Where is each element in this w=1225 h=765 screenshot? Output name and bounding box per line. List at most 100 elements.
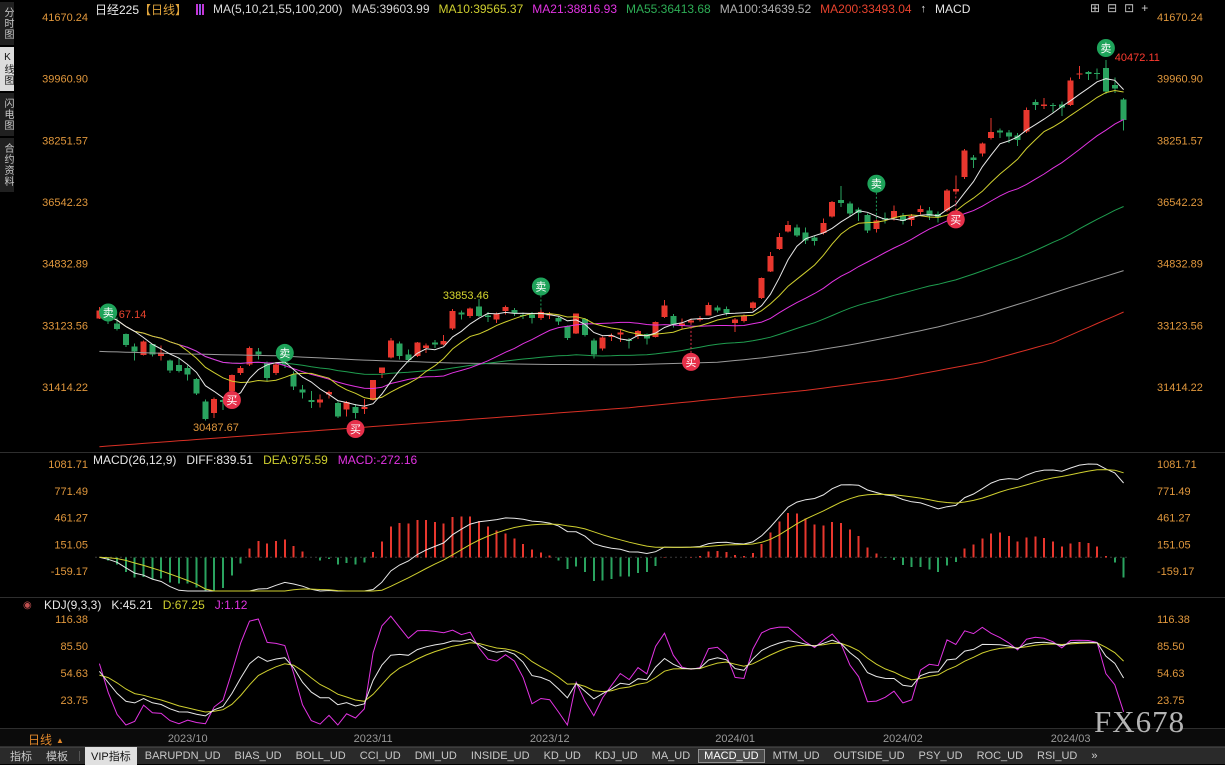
axis-label: 85.50 (60, 641, 88, 653)
macd-dea-value: DEA:975.59 (263, 453, 328, 467)
axis-label: 39960.90 (42, 74, 88, 86)
buy-marker: 买 (346, 420, 365, 438)
sidebar-tab-lightning[interactable]: 闪电图 (0, 93, 14, 136)
indicator-tab[interactable]: OUTSIDE_UD (833, 750, 905, 762)
arrow-up-icon[interactable]: ↑ (920, 3, 927, 15)
macd-bar-value: MACD:-272.16 (337, 453, 418, 467)
ma-settings-label: MA(5,10,21,55,100,200) (213, 2, 343, 16)
kdj-d-value: D:67.25 (162, 598, 205, 612)
kdj-panel (98, 615, 1125, 727)
price-annotation: 30487.67 (193, 422, 239, 434)
layout-grid-icon[interactable]: ⊞ (1090, 1, 1101, 15)
svg-text:卖: 卖 (279, 347, 290, 360)
axis-labels: 41670.24 41670.24 39960.90 39960.90 38251.57… (42, 12, 1203, 707)
indicator-dot-icon[interactable]: ◉ (23, 600, 32, 611)
price-annotations: 67.14 30487.67 33853.46 40472.11 (119, 52, 1160, 434)
price-annotation: 67.14 (119, 309, 147, 321)
ma200-value: MA200:33493.04 (820, 2, 912, 16)
axis-label: 116.38 (55, 614, 88, 626)
time-label: 2024/03 (1051, 733, 1091, 745)
kdj-k-value: K:45.21 (111, 598, 153, 612)
kdj-j-value: J:1.12 (214, 598, 248, 612)
axis-label: 36542.23 (1157, 197, 1203, 209)
indicator-tab[interactable]: BOLL_UD (295, 750, 346, 762)
kdj-params-label: KDJ(9,3,3) (44, 598, 102, 612)
axis-label: 36542.23 (42, 197, 88, 209)
buy-marker: 买 (682, 352, 700, 371)
toolbar-tab[interactable]: 模板 (46, 751, 68, 763)
ma-lines (99, 78, 1124, 448)
layout-single-icon[interactable]: ⊡ (1124, 1, 1135, 15)
axis-label: 23.75 (1157, 695, 1185, 707)
toolbar-tab[interactable]: 指标 (10, 751, 32, 763)
symbol-title: 日经225【日线】 (95, 1, 187, 18)
axis-label: 34832.89 (1157, 259, 1203, 271)
indicator-tab[interactable]: KD_UD (543, 750, 581, 762)
axis-label: 34832.89 (42, 259, 88, 271)
indicator-tab[interactable]: PSY_UD (918, 750, 963, 762)
sidebar-tab-timeshare[interactable]: 分时图 (0, 2, 14, 45)
time-label: 2024/01 (715, 733, 755, 745)
chart-header: 日经225【日线】 MA(5,10,21,55,100,200) MA5:396… (95, 0, 970, 18)
indicator-tab[interactable]: DMI_UD (414, 750, 457, 762)
ma100-value: MA100:34639.52 (719, 2, 812, 16)
candlesticks (96, 60, 1127, 421)
more-tabs-icon[interactable]: » (1091, 750, 1098, 762)
watermark: FX678 (1094, 704, 1186, 739)
time-label: 2023/11 (354, 733, 393, 745)
indicator-tab[interactable]: BARUPDN_UD (144, 750, 221, 762)
add-panel-icon[interactable]: + (1141, 1, 1149, 15)
indicator-tab[interactable]: CCI_UD (359, 750, 401, 762)
svg-text:买: 买 (226, 394, 237, 407)
indicator-tab[interactable]: MA_UD (651, 750, 691, 762)
macd-header-label[interactable]: MACD (935, 2, 971, 16)
ma10-value: MA10:39565.37 (438, 2, 524, 16)
indicator-style-icon[interactable] (196, 3, 205, 15)
indicator-tab[interactable]: RSI_UD (1037, 750, 1078, 762)
buy-marker: 买 (946, 210, 965, 229)
axis-label: 23.75 (60, 695, 88, 707)
axis-label: 54.63 (1157, 668, 1185, 680)
toolbar-separator (79, 751, 80, 761)
indicator-tab[interactable]: MTM_UD (772, 750, 820, 762)
indicator-tab[interactable]: KDJ_UD (594, 750, 638, 762)
period-selector[interactable]: 日线 ▲ (28, 731, 64, 748)
axis-label: 38251.57 (1157, 135, 1203, 147)
time-label: 2024/02 (883, 733, 923, 745)
svg-text:买: 买 (350, 423, 361, 436)
axis-label: 116.38 (1157, 614, 1190, 626)
axis-label: 33123.56 (42, 320, 88, 332)
axis-label: 31414.22 (42, 382, 88, 394)
left-rail: 分时图 K线图 闪电图 合约资料 (0, 2, 14, 192)
indicator-tab[interactable]: BIAS_UD (234, 750, 282, 762)
time-axis: 2023/10 2023/11 2023/12 2024/01 2024/02 2024/… (168, 733, 1091, 745)
period-selector-label: 日线 (28, 733, 53, 747)
indicator-tab[interactable]: ROC_UD (976, 750, 1024, 762)
indicator-tab[interactable]: MACD_UD (698, 749, 765, 763)
sidebar-tab-kline[interactable]: K线图 (0, 47, 14, 91)
sell-marker: 卖 (867, 174, 886, 193)
indicator-tab[interactable]: VIP指标 (85, 747, 137, 765)
time-label: 2023/10 (168, 733, 208, 745)
layout-split-icon[interactable]: ⊟ (1107, 1, 1118, 15)
axis-label: 54.63 (60, 668, 88, 680)
axis-label: 461.27 (1157, 513, 1191, 525)
indicator-toolbar: 指标 模板 VIP指标 BARUPDN_UD BIAS_UD BOLL_UD CCI_UD D… (0, 747, 1225, 765)
sell-marker: 卖 (275, 343, 294, 362)
axis-label: 38251.57 (42, 135, 88, 147)
svg-text:买: 买 (950, 213, 961, 226)
price-annotation: 33853.46 (443, 290, 489, 302)
axis-label: 39960.90 (1157, 74, 1203, 86)
time-label: 2023/12 (530, 733, 570, 745)
sell-marker: 卖 (531, 277, 550, 296)
sidebar-tab-contract-info[interactable]: 合约资料 (0, 138, 14, 192)
axis-label: 461.27 (54, 513, 88, 525)
symbol-name: 日经225 (95, 2, 140, 17)
axis-label: 151.05 (54, 539, 88, 551)
axis-label: 85.50 (1157, 641, 1185, 653)
price-annotation: 40472.11 (1115, 52, 1160, 64)
indicator-tab[interactable]: INSIDE_UD (470, 750, 530, 762)
ma55-value: MA55:36413.68 (626, 2, 711, 16)
axis-label: -159.17 (51, 566, 88, 578)
